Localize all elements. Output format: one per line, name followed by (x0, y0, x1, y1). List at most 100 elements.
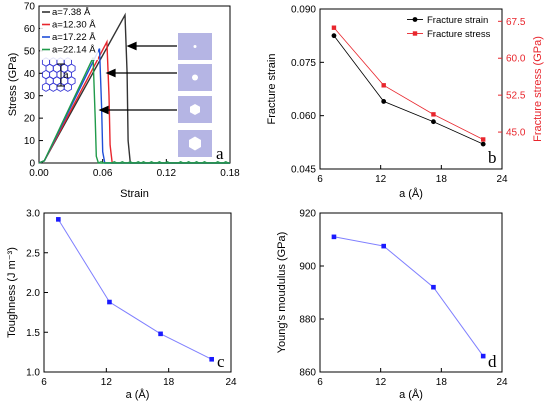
data-point (331, 33, 337, 39)
data-point (431, 284, 436, 290)
legend-swatch-marker (412, 31, 418, 36)
x-tick-label: 24 (225, 377, 237, 388)
x-tick-label: 0.12 (157, 168, 177, 179)
legend-entry: a=17.22 Å (52, 32, 96, 43)
lattice-hexagon (41, 82, 51, 92)
data-point (431, 112, 436, 117)
data-point (381, 99, 387, 104)
data-point (381, 83, 386, 88)
lattice-hexagon (49, 82, 58, 92)
legend-entry: a=7.38 Å (52, 7, 91, 18)
panel-b-right-y-axis-label: Fracture stress (GPa) (532, 36, 544, 142)
lattice-inset-drawing: a (41, 57, 76, 92)
y-tick-label: 70 (24, 2, 36, 13)
lattice-hexagon (63, 82, 72, 92)
panel-d-letter: d (488, 352, 497, 371)
legend-entry: Fracture stress (427, 29, 491, 40)
panel-d-x-axis-label: a (Å) (399, 388, 423, 401)
y-tick-label: 2.0 (26, 288, 40, 299)
y-tick-label: 10 (24, 136, 36, 147)
x-tick-label: 0.06 (93, 168, 113, 179)
panel-c-x-axis-label: a (Å) (126, 388, 150, 401)
data-point (56, 217, 61, 222)
panel-d-plot-area (319, 212, 503, 373)
data-point (480, 141, 486, 147)
panel-b-fracture-chart: 6 12 18 24 0.045 0.060 0.075 0.090 45.0 52.5 60.0 6… (266, 5, 544, 201)
x-tick-label: 6 (317, 174, 323, 185)
post-fracture-noise (98, 161, 229, 164)
x-tick-label: 0.18 (220, 168, 240, 179)
panel-a-stress-strain-chart: 0.00 0.06 0.12 0.18 0 10 20 30 40 50 60 70 a (7, 2, 240, 201)
data-point (158, 331, 163, 337)
legend-entry: a=22.14 Å (52, 45, 96, 56)
y-tick-label: 3.0 (26, 209, 40, 220)
inset-hole-2 (192, 74, 198, 81)
data-point (209, 356, 214, 362)
panel-c-plot-area (43, 212, 232, 373)
inset-hole-1 (193, 45, 197, 48)
series-line (57, 219, 212, 360)
y-tick-label: 20 (24, 114, 36, 125)
legend-swatch-marker (412, 17, 418, 22)
data-point (480, 353, 486, 359)
y-tick-label: 0 (29, 159, 35, 170)
structure-insets (98, 33, 212, 157)
y-tick-label: 1.5 (26, 328, 40, 339)
panel-b-x-axis-label: a (Å) (399, 187, 423, 200)
panel-d-youngs-modulus-chart: 6 12 18 24 860 880 900 920 a (Å) Young's moudul… (276, 209, 508, 402)
lattice-inset-label: a (63, 70, 69, 81)
panel-c-toughness-chart: 6 12 18 24 1.0 1.5 2.0 2.5 3.0 a (Å) Toughness (… (6, 209, 237, 402)
legend-entry: a=12.30 Å (52, 20, 96, 31)
panel-a-letter: a (216, 144, 224, 163)
data-point (431, 119, 436, 125)
series-line-1 (333, 35, 484, 145)
right-y-tick-label: 52.5 (506, 91, 526, 102)
panel-b-plot-area (319, 8, 503, 170)
y-tick-label: 40 (24, 69, 36, 80)
data-point (480, 137, 486, 142)
x-tick-label: 12 (101, 377, 113, 388)
panel-d-y-axis-label: Young's moudulus (GPa) (276, 232, 288, 354)
panel-c-letter: c (217, 352, 225, 371)
data-point (107, 299, 112, 305)
x-tick-label: 24 (496, 174, 508, 185)
legend-entry: Fracture strain (427, 15, 488, 26)
panel-c-y-axis-label: Toughness (J m⁻³) (6, 247, 18, 338)
right-y-tick-label: 60.0 (506, 54, 526, 65)
panel-b-y-axis-label: Fracture strain (266, 54, 278, 125)
inset-hole-3 (190, 104, 200, 115)
right-y-tick-label: 67.5 (506, 17, 526, 28)
panel-b-letter: b (488, 148, 497, 167)
y-tick-label: 880 (299, 315, 316, 326)
stress-strain-curve-4 (38, 57, 230, 164)
y-tick-label: 900 (299, 262, 316, 273)
series-line-2 (333, 27, 484, 140)
data-point (331, 234, 337, 240)
arrow-1-head (126, 41, 137, 51)
x-tick-label: 18 (436, 174, 448, 185)
x-tick-label: 6 (41, 377, 47, 388)
y-tick-label: 0.060 (291, 111, 316, 122)
y-tick-label: 0.075 (291, 58, 316, 69)
data-point (331, 25, 337, 30)
right-y-tick-label: 45.0 (506, 128, 526, 139)
y-tick-label: 2.5 (26, 248, 40, 259)
y-tick-label: 30 (24, 91, 36, 102)
x-tick-label: 6 (317, 377, 323, 388)
y-tick-label: 0.045 (291, 165, 316, 176)
x-tick-label: 12 (375, 377, 387, 388)
arrow-3-head (98, 105, 109, 115)
panel-a-y-axis-label: Stress (GPa) (7, 53, 19, 117)
x-tick-label: 18 (436, 377, 448, 388)
y-tick-label: 920 (299, 209, 316, 220)
y-tick-label: 1.0 (26, 368, 40, 379)
data-point (381, 243, 386, 249)
series-line (333, 236, 484, 357)
y-tick-label: 50 (24, 46, 36, 57)
x-tick-label: 24 (496, 377, 508, 388)
x-tick-label: 12 (375, 174, 387, 185)
y-tick-label: 0.090 (291, 5, 316, 16)
y-tick-label: 60 (24, 24, 36, 35)
inset-hole-4 (189, 136, 201, 151)
